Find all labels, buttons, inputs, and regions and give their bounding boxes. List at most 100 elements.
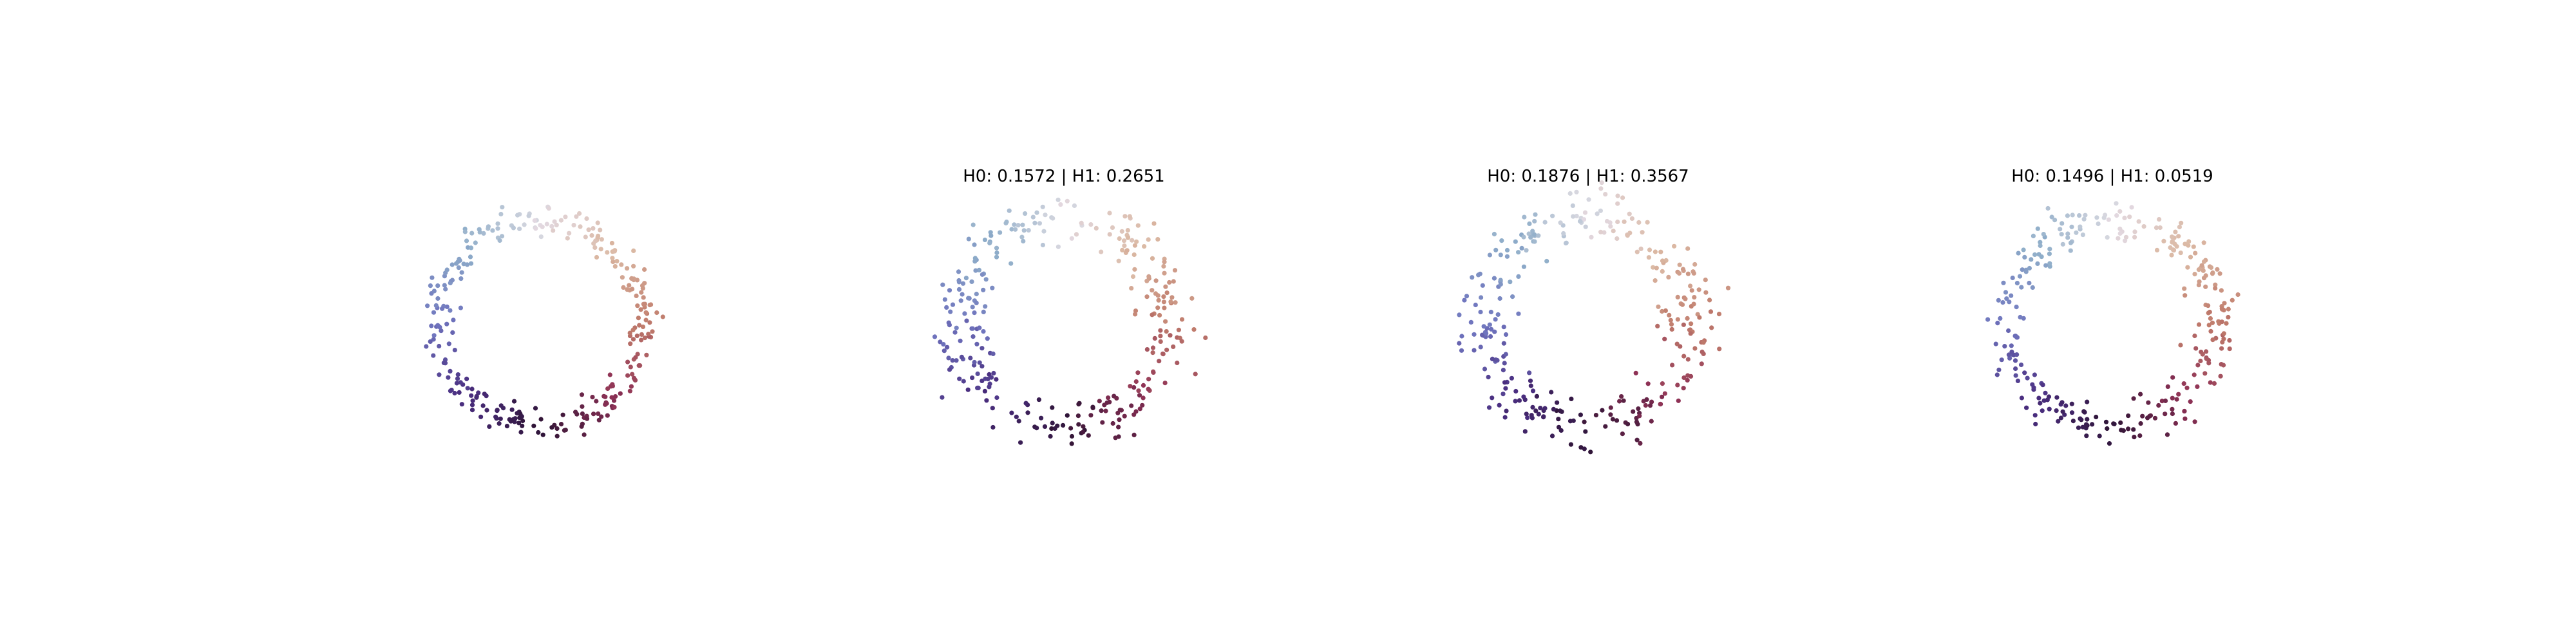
scatter-point <box>1611 229 1616 234</box>
scatter-point <box>2078 224 2083 229</box>
scatter-point <box>2004 296 2009 301</box>
scatter-point <box>595 235 600 240</box>
scatter-point <box>477 227 482 232</box>
scatter-point <box>1636 220 1642 225</box>
scatter-point <box>450 330 455 336</box>
scatter-point <box>457 256 462 261</box>
scatter-point <box>2123 238 2128 243</box>
scatter-point <box>435 283 440 289</box>
scatter-point <box>443 287 448 292</box>
scatter-point <box>2177 224 2182 230</box>
scatter-point <box>987 381 992 386</box>
scatter-point <box>2101 215 2107 220</box>
scatter-point <box>1016 223 1021 228</box>
scatter-point <box>1608 412 1613 417</box>
scatter-point <box>1086 433 1091 438</box>
scatter-point <box>1646 255 1651 260</box>
scatter-point <box>2081 216 2087 222</box>
scatter-point <box>1586 197 1591 202</box>
scatter-point <box>2045 397 2050 402</box>
scatter-point <box>2161 238 2166 243</box>
scatter-point <box>1141 395 1146 401</box>
scatter-point <box>971 222 976 227</box>
scatter-point <box>2114 201 2119 206</box>
scatter-point <box>495 221 500 226</box>
scatter-point <box>1161 299 1166 305</box>
scatter-point <box>554 222 559 227</box>
scatter-point <box>1615 219 1620 225</box>
scatter-point <box>464 238 469 243</box>
scatter-point <box>498 416 503 421</box>
scatter-point <box>1662 336 1667 342</box>
scatter-panel-2: H0: 0.1572 | H1: 0.2651 <box>932 167 1208 446</box>
scatter-point <box>1151 221 1157 226</box>
scatter-point <box>2076 425 2081 430</box>
scatter-point <box>1544 258 1549 264</box>
scatter-point <box>2208 316 2213 321</box>
scatter-point <box>1604 218 1610 224</box>
scatter-point <box>468 254 473 260</box>
scatter-point <box>1534 393 1539 399</box>
scatter-point <box>2058 415 2063 421</box>
scatter-point <box>2210 320 2215 325</box>
scatter-point <box>2080 424 2085 430</box>
scatter-point <box>2222 301 2227 306</box>
scatter-point <box>459 270 464 275</box>
scatter-point <box>598 247 603 252</box>
scatter-point <box>480 403 486 408</box>
scatter-point <box>2168 245 2173 251</box>
scatter-point <box>610 256 615 261</box>
scatter-point <box>960 281 966 286</box>
scatter-point <box>1472 348 1477 353</box>
scatter-point <box>2020 267 2025 272</box>
scatter-point <box>1571 418 1576 423</box>
scatter-point <box>2157 225 2163 231</box>
scatter-point <box>1043 213 1048 218</box>
scatter-point <box>1582 210 1588 215</box>
scatter-point <box>1141 383 1146 388</box>
scatter-point <box>1564 240 1569 245</box>
scatter-point <box>458 305 464 310</box>
scatter-point <box>1633 370 1638 375</box>
scatter-point <box>2081 409 2087 414</box>
scatter-point <box>1069 441 1074 446</box>
scatter-point <box>629 384 634 389</box>
scatter-point <box>629 276 634 281</box>
scatter-point <box>2009 343 2014 348</box>
scatter-point <box>2000 300 2005 305</box>
scatter-point <box>493 414 498 419</box>
scatter-point <box>442 283 447 288</box>
scatter-point <box>2170 375 2175 380</box>
scatter-point <box>2169 252 2174 258</box>
scatter-point <box>425 303 430 308</box>
scatter-point <box>590 395 595 400</box>
scatter-point <box>1495 312 1501 317</box>
scatter-point <box>1676 398 1681 403</box>
scatter-point <box>1457 312 1462 317</box>
scatter-point <box>2031 233 2036 238</box>
scatter-point <box>2014 352 2020 357</box>
scatter-point <box>464 262 470 267</box>
scatter-point <box>1124 248 1130 253</box>
scatter-point <box>1570 203 1575 208</box>
scatter-point <box>1502 361 1507 366</box>
scatter-point <box>1136 388 1141 393</box>
scatter-point <box>2213 282 2218 287</box>
scatter-point <box>2018 362 2024 368</box>
scatter-point <box>947 288 952 293</box>
scatter-point <box>1669 327 1674 332</box>
scatter-point <box>958 338 963 343</box>
scatter-point <box>1525 415 1530 421</box>
scatter-point <box>2215 267 2220 272</box>
scatter-point <box>452 348 457 353</box>
scatter-point <box>998 230 1003 235</box>
scatter-point <box>983 277 989 282</box>
scatter-point <box>985 336 990 341</box>
scatter-point <box>589 233 594 238</box>
scatter-point <box>2186 239 2192 244</box>
scatter-point <box>2063 403 2069 408</box>
scatter-point <box>2080 232 2085 238</box>
scatter-point <box>654 310 659 316</box>
scatter-point <box>1649 399 1654 404</box>
scatter-point <box>1058 202 1063 207</box>
